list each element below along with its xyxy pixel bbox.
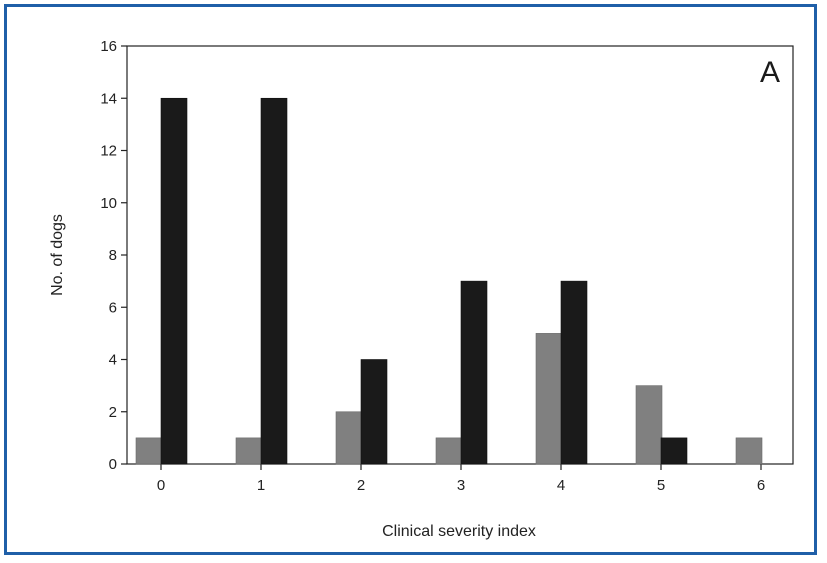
y-tick-label: 2 <box>109 404 117 421</box>
gray-bar-2 <box>335 411 363 465</box>
x-axis: 0 1 2 3 4 5 6 <box>157 464 765 494</box>
black-bar-2 <box>360 359 388 465</box>
y-tick-label: 0 <box>109 456 117 473</box>
gray-bar-4 <box>535 333 563 465</box>
y-tick-label: 4 <box>109 352 117 369</box>
y-tick-label: 16 <box>100 38 117 55</box>
x-tick-label: 1 <box>257 477 265 494</box>
x-axis-label: Clinical severity index <box>382 523 536 540</box>
gray-bar-1 <box>235 437 263 465</box>
gray-bar-5 <box>635 385 663 465</box>
x-tick-label: 6 <box>757 477 765 494</box>
black-bar-4 <box>560 280 588 465</box>
x-tick-label: 5 <box>657 477 665 494</box>
x-tick-label: 3 <box>457 477 465 494</box>
black-bar-0 <box>160 97 188 465</box>
gray-bar-6 <box>735 437 763 465</box>
gray-bar-3 <box>435 437 463 465</box>
x-tick-label: 4 <box>557 477 565 494</box>
y-axis: 0 2 4 6 8 10 12 14 16 <box>100 38 127 473</box>
y-axis-label: No. of dogs <box>49 214 66 296</box>
x-tick-label: 0 <box>157 477 165 494</box>
bars <box>135 97 763 465</box>
x-tick-label: 2 <box>357 477 365 494</box>
y-tick-label: 14 <box>100 90 117 107</box>
black-bar-5 <box>660 437 688 465</box>
y-tick-label: 6 <box>109 299 117 316</box>
y-tick-label: 10 <box>100 195 117 212</box>
y-tick-label: 12 <box>100 143 117 160</box>
y-tick-label: 8 <box>109 247 117 264</box>
gray-bar-0 <box>135 437 163 465</box>
plot-area <box>126 45 794 465</box>
black-bar-3 <box>460 280 488 465</box>
black-bar-1 <box>260 97 288 465</box>
panel-label: A <box>760 56 780 89</box>
